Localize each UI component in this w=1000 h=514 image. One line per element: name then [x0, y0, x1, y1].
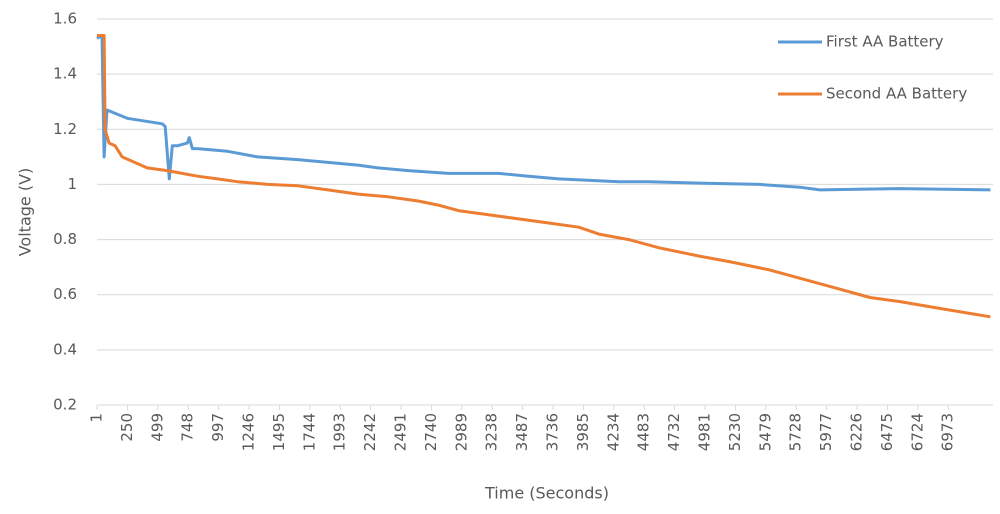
x-tick-label: 4234 [604, 413, 622, 451]
y-tick-label: 0.8 [53, 230, 77, 248]
x-tick-label: 6226 [847, 413, 865, 451]
x-tick-label: 4732 [665, 413, 683, 451]
y-tick-label: 0.6 [53, 285, 77, 303]
x-tick-label: 6724 [908, 413, 926, 451]
x-tick-label: 2491 [391, 413, 409, 451]
x-tick-label: 3736 [543, 413, 561, 451]
x-tick-label: 1 [88, 413, 106, 423]
series-line [97, 34, 991, 319]
x-tick-label: 250 [118, 413, 136, 442]
x-tick-label: 6973 [939, 413, 957, 451]
legend-label: Second AA Battery [826, 85, 967, 103]
x-tick-label: 2242 [361, 413, 379, 451]
x-tick-label: 748 [179, 413, 197, 442]
x-tick-label: 5728 [787, 413, 805, 451]
x-tick-label: 997 [209, 413, 227, 442]
x-tick-label: 4483 [635, 413, 653, 451]
x-tick-label: 1744 [300, 413, 318, 451]
x-tick-label: 1246 [239, 413, 257, 451]
x-tick-label: 6475 [878, 413, 896, 451]
x-tick-label: 5977 [817, 413, 835, 451]
y-tick-label: 1.6 [53, 10, 77, 28]
legend-label: First AA Battery [826, 33, 944, 51]
y-tick-label: 1.2 [53, 120, 77, 138]
x-tick-label: 1495 [270, 413, 288, 451]
y-axis-title: Voltage (V) [16, 168, 35, 257]
x-tick-label: 3985 [574, 413, 592, 451]
x-tick-label: 1993 [331, 413, 349, 451]
x-tick-label: 4981 [695, 413, 713, 451]
x-tick-label: 2989 [452, 413, 470, 451]
x-tick-label: 499 [148, 413, 166, 442]
x-tick-label: 5230 [726, 413, 744, 451]
x-tick-label: 5479 [756, 413, 774, 451]
series-line [96, 34, 991, 192]
y-tick-label: 1 [67, 175, 77, 193]
x-tick-label: 3487 [513, 413, 531, 451]
y-tick-label: 1.4 [53, 65, 77, 83]
x-axis-title: Time (Seconds) [484, 484, 609, 503]
y-tick-label: 0.2 [53, 396, 77, 414]
x-tick-label: 3238 [483, 413, 501, 451]
y-tick-label: 0.4 [53, 340, 77, 358]
x-tick-label: 2740 [422, 413, 440, 451]
